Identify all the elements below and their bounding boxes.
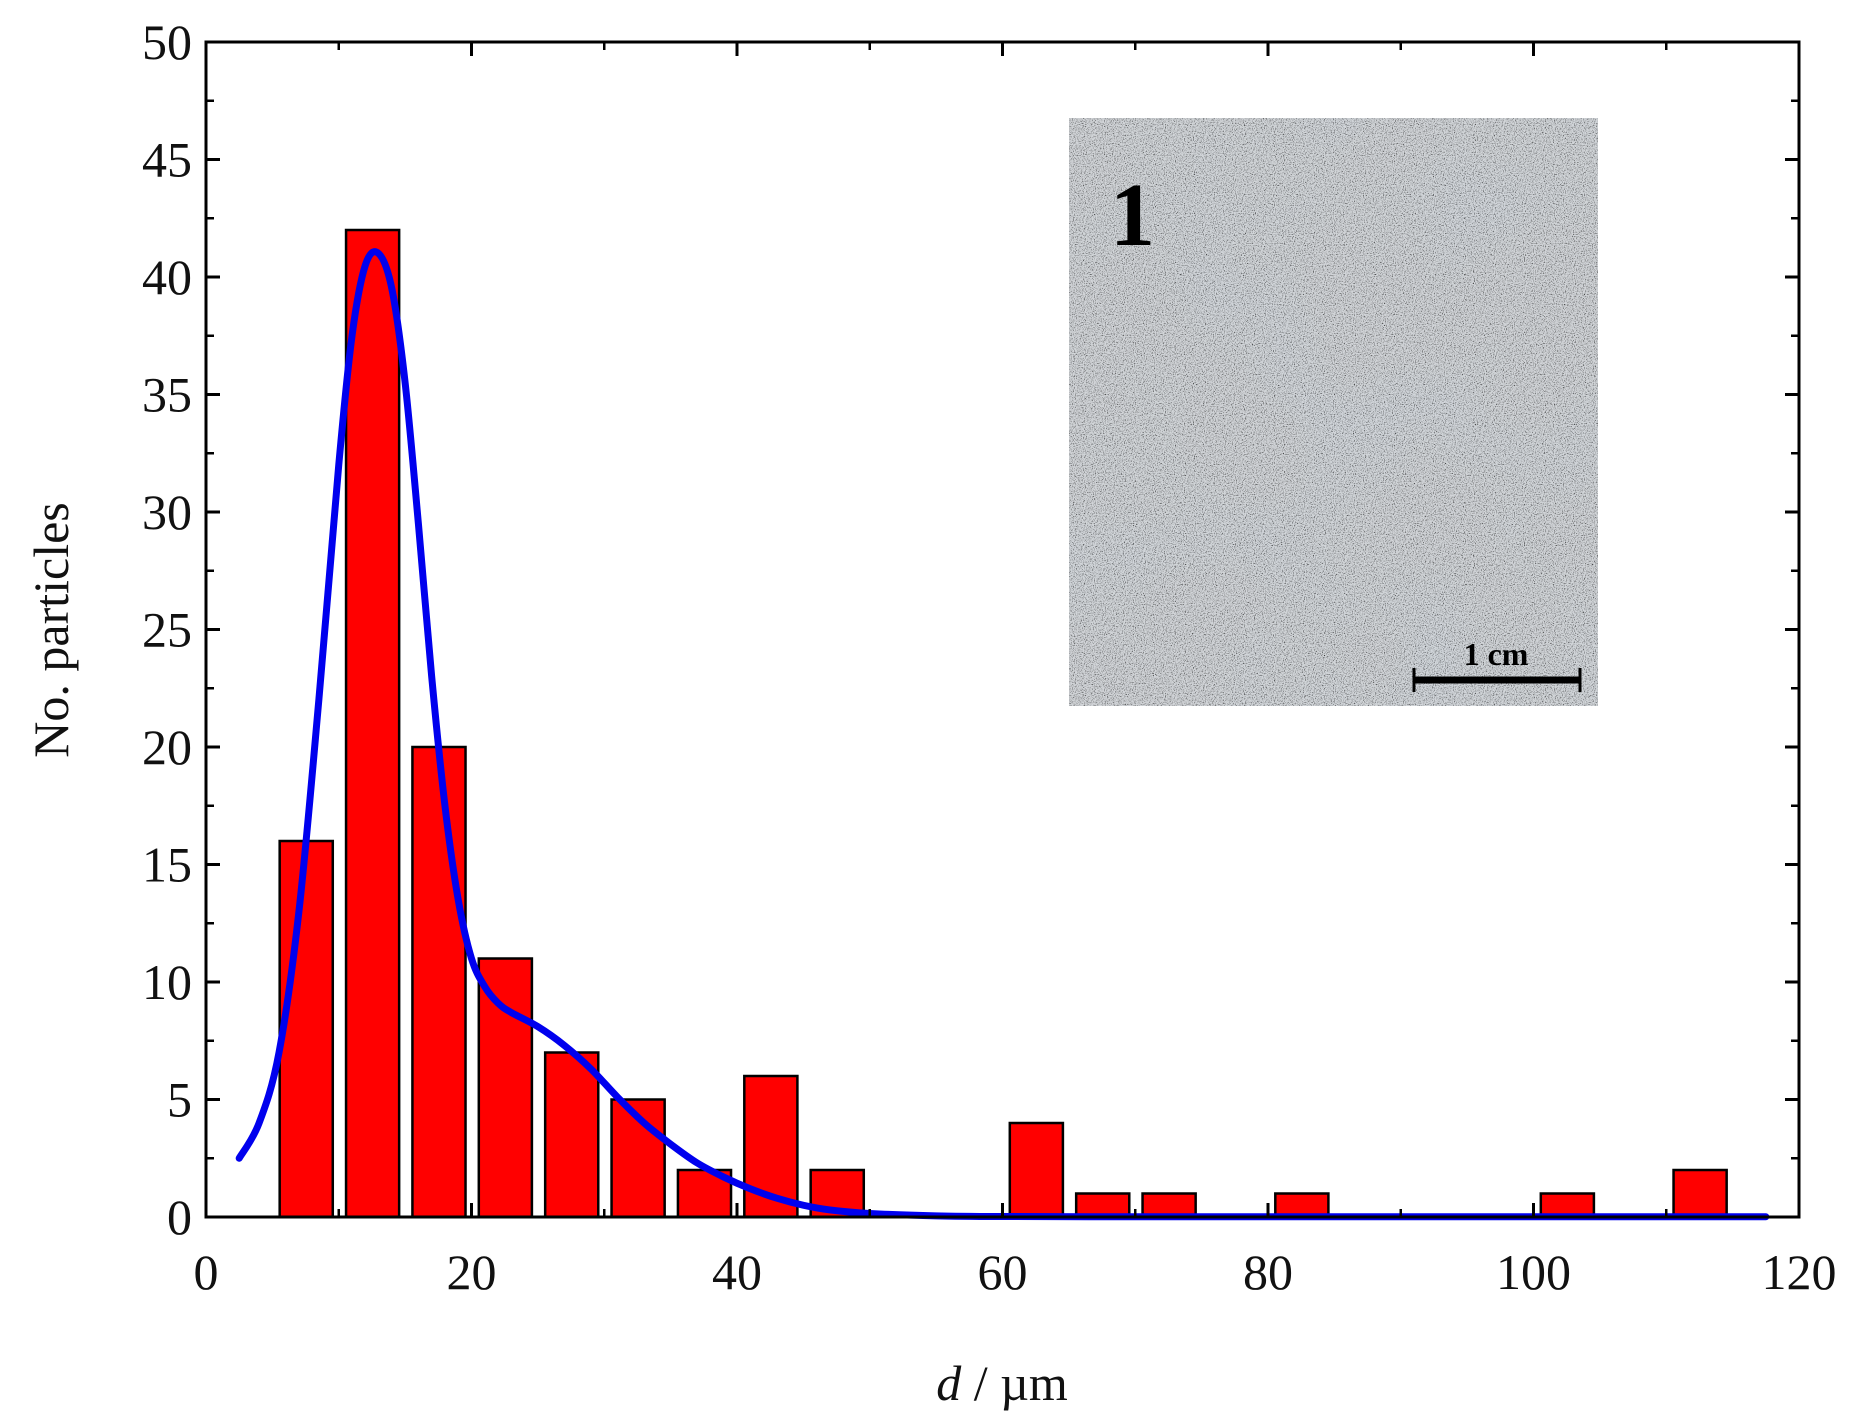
histogram-bar-2 [411,745,467,1219]
histogram-bar-9 [1008,1121,1065,1219]
y-tick-label: 45 [142,132,192,188]
histogram-bar-3 [477,957,534,1219]
inset-label: 1 [1110,166,1155,265]
y-tick-label: 35 [142,367,192,423]
x-tick-label: 0 [194,1244,219,1300]
inset-photo: 1 1 cm [1069,118,1598,706]
y-tick-label: 20 [142,719,192,775]
x-axis-title: d / µm [936,1355,1068,1411]
x-tick-label: 20 [447,1244,497,1300]
histogram-bar-1 [344,228,401,1219]
x-axis-title-symbol: d [936,1355,962,1411]
y-tick-label: 30 [142,484,192,540]
x-tick-label: 60 [978,1244,1028,1300]
y-axis-title: No. particles [23,502,79,757]
x-tick-label: 40 [712,1244,762,1300]
histogram-bar-14 [1672,1168,1728,1219]
histogram-bar-0 [278,839,335,1219]
y-tick-label: 50 [142,14,192,70]
y-tick-label: 25 [142,602,192,658]
y-tick-label: 5 [167,1072,192,1128]
x-tick-label: 100 [1496,1244,1571,1300]
x-tick-label: 80 [1243,1244,1293,1300]
y-tick-label: 10 [142,954,192,1010]
y-tick-label: 0 [167,1189,192,1245]
y-tick-label: 15 [142,837,192,893]
x-tick-label: 120 [1762,1244,1837,1300]
histogram-bar-4 [543,1051,600,1219]
x-axis-title-unit: / µm [961,1355,1068,1411]
y-tick-label: 40 [142,249,192,305]
scale-bar-label: 1 cm [1464,636,1529,672]
